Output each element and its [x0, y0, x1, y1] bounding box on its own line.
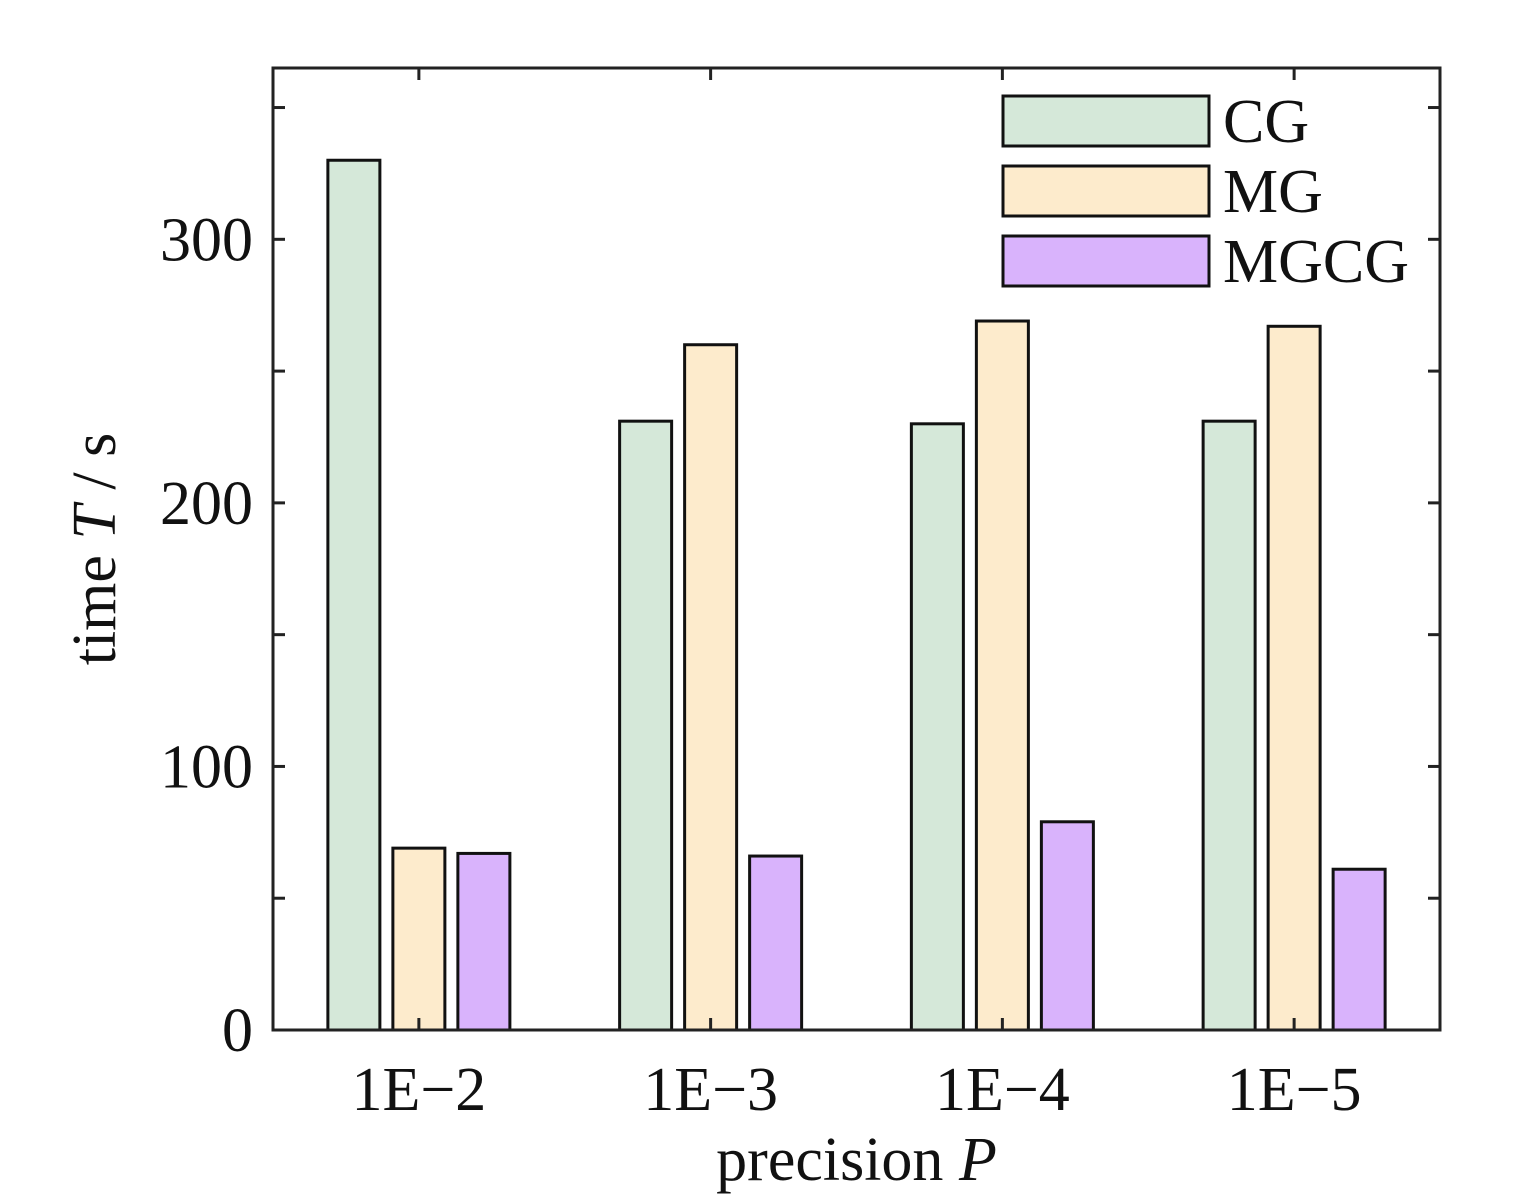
- bar-cg-2: [618, 419, 674, 1032]
- bar-mg-1: [391, 846, 447, 1032]
- x-tick-label: 1E−2: [351, 1056, 486, 1124]
- y-tick-labels: 0 100 200 300: [160, 206, 253, 1065]
- legend-item-cg: CG: [1001, 88, 1309, 156]
- bar-mg-4: [1266, 324, 1322, 1032]
- bar-cg-3: [909, 422, 965, 1032]
- bar-mgcg-1: [456, 851, 512, 1032]
- x-tick-label: 1E−5: [1227, 1056, 1362, 1124]
- bar-mg-2: [683, 343, 739, 1032]
- legend-item-mg: MG: [1001, 158, 1323, 226]
- ticks-layer: [273, 68, 1440, 1032]
- legend-item-mgcg: MGCG: [1001, 228, 1409, 296]
- bar-mgcg-4: [1331, 867, 1387, 1032]
- legend-swatch: [1001, 164, 1211, 218]
- bar-mgcg-2: [748, 854, 804, 1032]
- bar-mg-3: [974, 319, 1030, 1032]
- bar-mgcg-3: [1039, 820, 1095, 1032]
- y-axis-label: time T / s: [61, 433, 129, 666]
- y-tick-label: 300: [160, 206, 253, 274]
- x-tick-label: 1E−3: [643, 1056, 778, 1124]
- y-tick-label: 200: [160, 470, 253, 538]
- legend-label: MG: [1223, 158, 1323, 226]
- bar-cg-4: [1201, 419, 1257, 1032]
- legend-swatch: [1001, 234, 1211, 288]
- x-axis-label: precision P: [716, 1126, 997, 1194]
- y-tick-label: 100: [160, 733, 253, 801]
- x-tick-labels: 1E−2 1E−3 1E−4 1E−5: [351, 1056, 1361, 1124]
- plot-frame: [271, 66, 1442, 1032]
- legend-swatch: [1001, 94, 1211, 148]
- legend-label: CG: [1223, 88, 1309, 156]
- legend-label: MGCG: [1223, 228, 1409, 296]
- bar-cg-1: [326, 158, 382, 1032]
- x-tick-label: 1E−4: [935, 1056, 1070, 1124]
- bars-layer: [326, 158, 1387, 1032]
- y-tick-label: 0: [222, 997, 253, 1065]
